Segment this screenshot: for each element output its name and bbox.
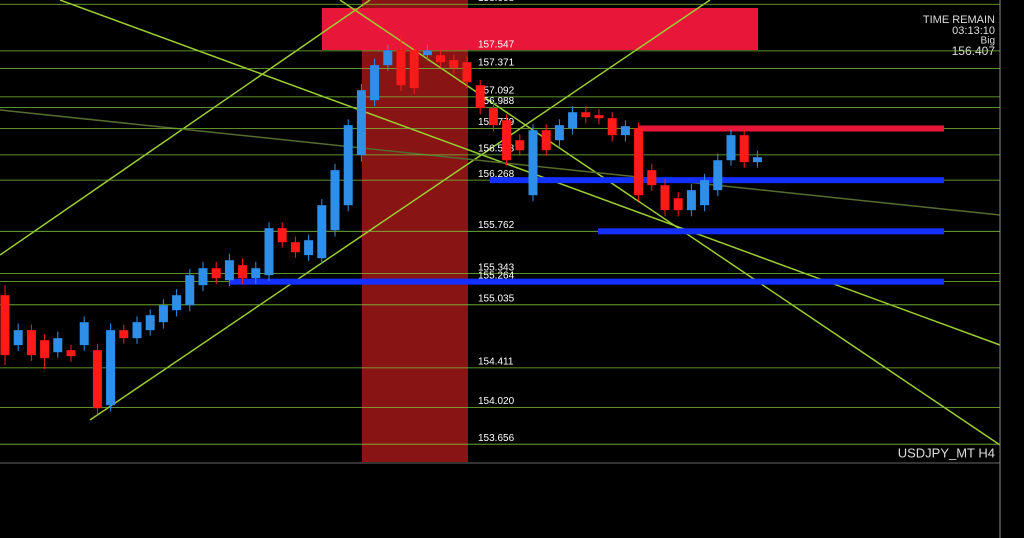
level-label: 157.371 xyxy=(478,57,515,68)
candle-body xyxy=(211,268,221,279)
timer-label: TIME REMAIN xyxy=(923,14,995,26)
trendline xyxy=(0,0,371,256)
level-label: 155.343 xyxy=(478,262,515,273)
candle-body xyxy=(238,265,248,279)
candle-body xyxy=(317,205,327,259)
candle-body xyxy=(449,60,459,69)
candle-body xyxy=(251,268,261,279)
candle-body xyxy=(106,330,116,406)
candle-body xyxy=(409,50,419,89)
level-label: 155.762 xyxy=(478,220,515,231)
level-label: 158.008 xyxy=(478,0,515,4)
candle-body xyxy=(145,315,155,331)
candle-body xyxy=(568,112,578,129)
candle-body xyxy=(396,50,406,86)
level-zone xyxy=(638,125,944,132)
candle-body xyxy=(634,128,644,196)
candle-body xyxy=(185,275,195,306)
candle-body xyxy=(713,160,723,191)
level-zone xyxy=(230,278,944,285)
candle-body xyxy=(607,118,617,136)
candle-body xyxy=(13,330,23,346)
level-zone xyxy=(598,228,944,235)
candle-body xyxy=(224,260,234,281)
candle-body xyxy=(343,125,353,206)
candle-body xyxy=(462,62,472,83)
candle-body xyxy=(66,350,76,357)
candle-body xyxy=(647,170,657,186)
candle-body xyxy=(673,198,683,211)
level-label: 156.268 xyxy=(478,169,515,180)
supply-zone xyxy=(322,8,758,50)
candle-body xyxy=(554,125,564,141)
level-label: 155.264 xyxy=(478,270,515,281)
candle-body xyxy=(686,190,696,211)
level-label: 157.092 xyxy=(478,85,515,96)
candle-body xyxy=(541,130,551,151)
candle-body xyxy=(488,108,498,126)
candle-body xyxy=(620,126,630,136)
candle-body xyxy=(92,350,102,409)
level-label: 156.518 xyxy=(478,144,515,155)
candle-body xyxy=(356,90,366,156)
candle-body xyxy=(40,340,50,359)
trendline xyxy=(339,0,1001,446)
candle-body xyxy=(502,120,512,161)
candle-body xyxy=(739,135,749,163)
candle-body xyxy=(132,322,142,339)
candle-body xyxy=(515,140,525,151)
level-label: 155.035 xyxy=(478,293,515,304)
candle-body xyxy=(172,295,182,311)
candle-body xyxy=(79,322,89,346)
candle-body xyxy=(726,135,736,161)
candle-body xyxy=(158,305,168,323)
candle-body xyxy=(436,55,446,63)
candle-body xyxy=(277,228,287,243)
candle-body xyxy=(422,50,432,56)
trendlines xyxy=(0,0,1001,446)
candle-body xyxy=(594,115,604,119)
timer-value: 03:13:10 xyxy=(952,25,995,37)
trendline xyxy=(0,109,1001,216)
candle-body xyxy=(660,185,670,211)
candle-body xyxy=(581,112,591,118)
level-label: 154.411 xyxy=(478,357,514,368)
level-label: 156.988 xyxy=(478,96,515,107)
level-label: 157.547 xyxy=(478,39,515,50)
level-label: 154.020 xyxy=(478,396,515,407)
candle-body xyxy=(528,130,538,196)
candle-body xyxy=(700,180,710,206)
level-label: 153.656 xyxy=(478,433,515,444)
candle-body xyxy=(475,85,485,109)
trendline xyxy=(89,0,711,421)
candle-body xyxy=(53,338,63,353)
candle-body xyxy=(119,330,129,339)
candle-body xyxy=(752,157,762,163)
candle-body xyxy=(383,50,393,66)
price-axis xyxy=(1000,0,1024,538)
candle-body xyxy=(0,295,10,356)
candle-body xyxy=(198,268,208,286)
candle-body xyxy=(370,65,380,101)
size-label: Big xyxy=(981,36,995,47)
candle-body xyxy=(26,330,36,356)
candle-body xyxy=(290,242,300,253)
candle-body xyxy=(304,240,314,256)
symbol: USDJPY_MT H4 xyxy=(898,445,995,460)
candle-body xyxy=(330,170,340,231)
candle-body xyxy=(264,228,274,276)
